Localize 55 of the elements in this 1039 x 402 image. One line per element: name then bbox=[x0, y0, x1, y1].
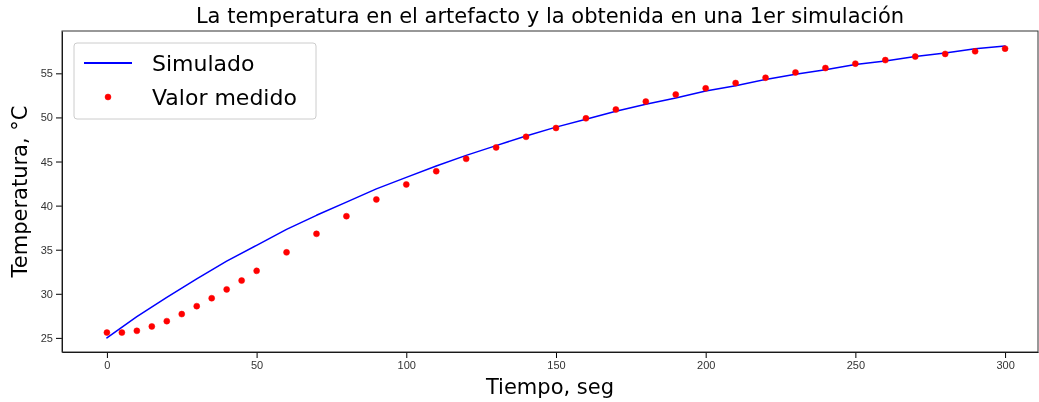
point bbox=[223, 286, 230, 293]
y-tick-label: 50 bbox=[40, 111, 53, 124]
x-tick-label: 200 bbox=[697, 358, 716, 371]
legend-label: Valor medido bbox=[152, 85, 297, 110]
point bbox=[672, 91, 679, 98]
point bbox=[971, 48, 979, 55]
point bbox=[103, 329, 111, 336]
x-tick-label: 150 bbox=[547, 358, 566, 371]
point bbox=[762, 74, 769, 81]
point bbox=[702, 85, 709, 92]
point bbox=[253, 267, 260, 275]
point bbox=[852, 60, 859, 67]
point bbox=[492, 144, 500, 151]
point bbox=[612, 106, 620, 113]
point bbox=[941, 50, 949, 58]
point bbox=[193, 302, 200, 310]
x-tick-label: 100 bbox=[397, 358, 416, 371]
point bbox=[313, 230, 320, 238]
point bbox=[178, 310, 186, 318]
x-axis-title: Tiempo, seg bbox=[484, 375, 615, 399]
x-tick-label: 50 bbox=[250, 358, 264, 371]
x-tick-label: 0 bbox=[104, 358, 111, 371]
y-tick-label: 30 bbox=[40, 287, 53, 300]
point bbox=[552, 124, 560, 132]
point bbox=[642, 98, 650, 105]
point bbox=[148, 323, 156, 330]
y-tick-label: 55 bbox=[40, 67, 53, 80]
point bbox=[163, 317, 171, 325]
y-tick-label: 40 bbox=[40, 199, 53, 212]
point bbox=[912, 53, 919, 60]
x-tick-label: 250 bbox=[846, 358, 866, 371]
point bbox=[792, 69, 799, 76]
point bbox=[1001, 45, 1009, 52]
point bbox=[283, 249, 290, 256]
point bbox=[582, 115, 590, 122]
x-tick-label: 300 bbox=[996, 358, 1015, 371]
point bbox=[822, 64, 829, 72]
y-tick-label: 45 bbox=[40, 155, 53, 168]
point bbox=[118, 329, 126, 336]
point bbox=[462, 155, 470, 163]
legend-label: Simulado bbox=[152, 51, 255, 76]
point bbox=[343, 212, 350, 220]
point bbox=[238, 277, 245, 284]
point bbox=[373, 196, 380, 203]
point bbox=[522, 133, 530, 141]
point bbox=[732, 79, 739, 87]
point bbox=[133, 327, 141, 335]
point bbox=[432, 167, 440, 175]
y-axis-title: Temperatura, °C bbox=[8, 105, 32, 279]
point bbox=[882, 56, 889, 64]
point bbox=[403, 181, 410, 188]
y-tick-label: 25 bbox=[40, 331, 53, 344]
y-tick-label: 35 bbox=[40, 243, 53, 256]
chart-title: La temperatura en el artefacto y la obtenida en una 1er simulación bbox=[195, 4, 905, 28]
point bbox=[208, 294, 215, 302]
